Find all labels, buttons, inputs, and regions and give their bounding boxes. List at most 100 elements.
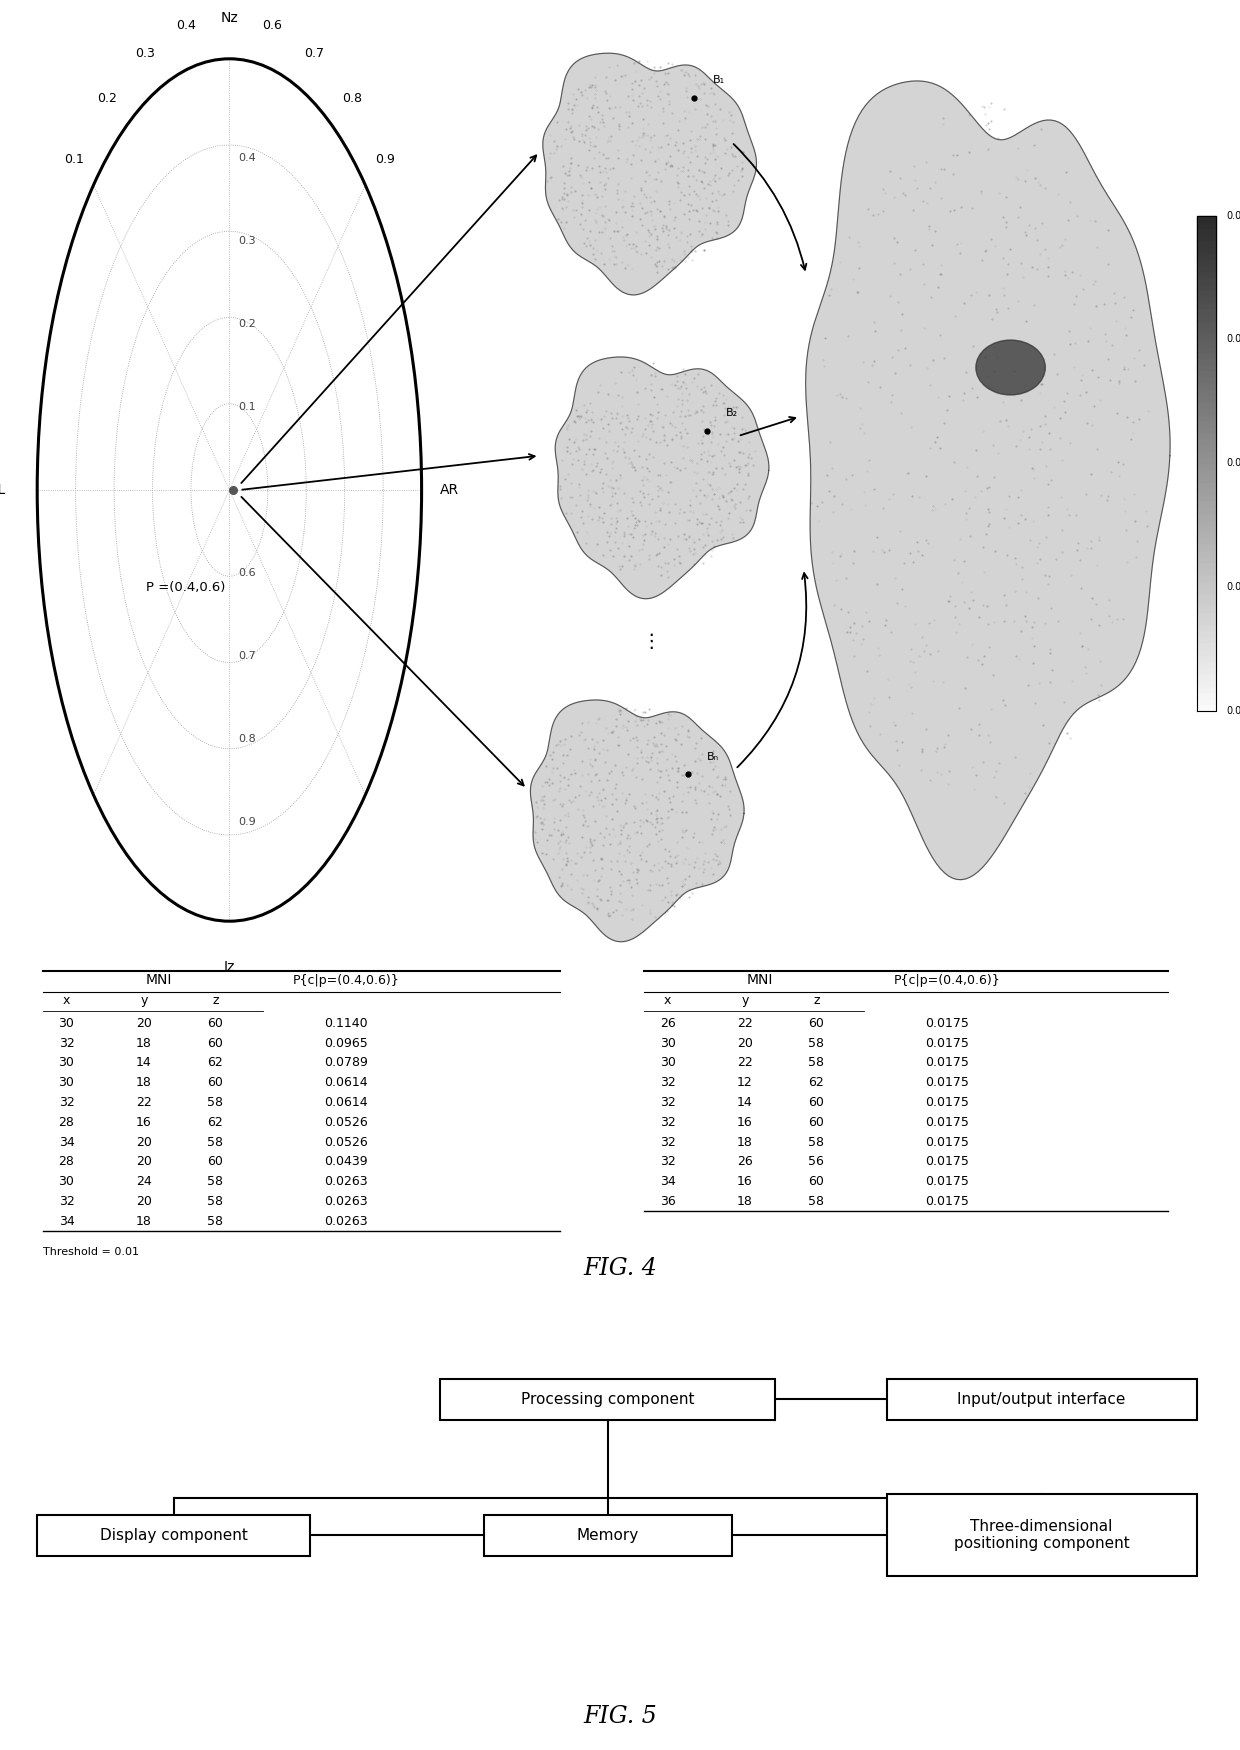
Text: B₁: B₁ bbox=[713, 75, 725, 86]
Text: 0.9: 0.9 bbox=[376, 152, 396, 166]
Text: 32: 32 bbox=[660, 1076, 676, 1088]
Text: z: z bbox=[212, 994, 218, 1006]
Text: 14: 14 bbox=[136, 1057, 151, 1069]
Text: FIG. 4: FIG. 4 bbox=[583, 1256, 657, 1279]
Text: 58: 58 bbox=[207, 1195, 223, 1207]
Text: y: y bbox=[140, 994, 148, 1006]
Bar bbox=[1197, 315, 1216, 320]
Bar bbox=[1197, 240, 1216, 247]
Text: 32: 32 bbox=[660, 1136, 676, 1148]
Bar bbox=[1197, 332, 1216, 340]
Text: 28: 28 bbox=[58, 1155, 74, 1169]
Bar bbox=[1197, 611, 1216, 618]
Text: 0.0175: 0.0175 bbox=[925, 1195, 970, 1207]
Text: 0.8: 0.8 bbox=[238, 733, 255, 744]
Bar bbox=[1197, 686, 1216, 691]
Bar bbox=[1197, 264, 1216, 271]
Text: 32: 32 bbox=[660, 1096, 676, 1110]
Bar bbox=[1197, 562, 1216, 569]
Text: 56: 56 bbox=[808, 1155, 825, 1169]
Text: 0.0175: 0.0175 bbox=[925, 1036, 970, 1050]
Bar bbox=[1197, 215, 1216, 222]
Text: 0.2: 0.2 bbox=[238, 318, 255, 329]
Bar bbox=[1197, 649, 1216, 654]
Text: Nz: Nz bbox=[221, 10, 238, 24]
Polygon shape bbox=[556, 357, 769, 598]
Text: 18: 18 bbox=[737, 1136, 753, 1148]
Text: 58: 58 bbox=[808, 1057, 825, 1069]
Bar bbox=[1197, 303, 1216, 308]
Text: 20: 20 bbox=[136, 1017, 151, 1029]
Bar bbox=[1197, 574, 1216, 581]
Text: 60: 60 bbox=[808, 1116, 825, 1129]
Text: y: y bbox=[742, 994, 749, 1006]
Bar bbox=[1197, 569, 1216, 574]
Bar bbox=[1197, 674, 1216, 679]
Bar bbox=[1197, 691, 1216, 698]
Text: x: x bbox=[63, 994, 71, 1006]
Text: 62: 62 bbox=[808, 1076, 825, 1088]
Text: P{c|p=(0.4,0.6)}: P{c|p=(0.4,0.6)} bbox=[293, 973, 399, 987]
Polygon shape bbox=[806, 80, 1171, 880]
Bar bbox=[1197, 290, 1216, 296]
Text: Bₙ: Bₙ bbox=[707, 751, 719, 761]
Text: 22: 22 bbox=[737, 1057, 753, 1069]
Text: 0.7: 0.7 bbox=[304, 47, 324, 60]
Bar bbox=[1197, 345, 1216, 352]
Bar bbox=[1197, 550, 1216, 556]
Text: 22: 22 bbox=[737, 1017, 753, 1029]
Bar bbox=[1197, 452, 1216, 457]
Bar bbox=[1197, 371, 1216, 376]
Text: P =(0.4,0.6): P =(0.4,0.6) bbox=[146, 581, 226, 595]
Bar bbox=[1197, 425, 1216, 432]
Bar bbox=[1197, 396, 1216, 401]
Text: 30: 30 bbox=[660, 1057, 676, 1069]
Text: 0.0175: 0.0175 bbox=[925, 1116, 970, 1129]
Bar bbox=[1197, 488, 1216, 493]
Bar bbox=[1197, 247, 1216, 252]
Bar bbox=[1197, 630, 1216, 637]
Bar bbox=[1197, 525, 1216, 530]
Text: 0.02: 0.02 bbox=[1226, 458, 1240, 467]
Bar bbox=[1197, 408, 1216, 413]
Text: 34: 34 bbox=[58, 1214, 74, 1228]
Bar bbox=[1197, 642, 1216, 649]
FancyBboxPatch shape bbox=[887, 1379, 1197, 1419]
Bar bbox=[1197, 606, 1216, 611]
Bar bbox=[1197, 662, 1216, 667]
Bar bbox=[1197, 625, 1216, 630]
Text: FIG. 5: FIG. 5 bbox=[583, 1704, 657, 1727]
Text: 30: 30 bbox=[58, 1174, 74, 1188]
Text: 20: 20 bbox=[136, 1195, 151, 1207]
Bar bbox=[1197, 234, 1216, 240]
Bar bbox=[1197, 667, 1216, 674]
Text: 0.1: 0.1 bbox=[63, 152, 83, 166]
Text: Processing component: Processing component bbox=[521, 1391, 694, 1407]
Text: 0.6: 0.6 bbox=[263, 19, 283, 32]
Bar bbox=[1197, 359, 1216, 364]
Text: Iz: Iz bbox=[223, 961, 236, 975]
Bar bbox=[1197, 518, 1216, 525]
Text: 0.0175: 0.0175 bbox=[925, 1174, 970, 1188]
Text: 58: 58 bbox=[207, 1214, 223, 1228]
Bar bbox=[1197, 493, 1216, 500]
Bar bbox=[1197, 271, 1216, 278]
Bar bbox=[1197, 481, 1216, 488]
Bar bbox=[1197, 654, 1216, 662]
Text: Three-dimensional
positioning component: Three-dimensional positioning component bbox=[954, 1519, 1130, 1550]
Text: ⋮: ⋮ bbox=[641, 632, 661, 651]
Text: 0.0263: 0.0263 bbox=[325, 1195, 368, 1207]
Text: 18: 18 bbox=[136, 1036, 151, 1050]
Text: 0.0614: 0.0614 bbox=[325, 1096, 368, 1110]
Text: 60: 60 bbox=[207, 1155, 223, 1169]
Text: Threshold = 0.01: Threshold = 0.01 bbox=[42, 1248, 139, 1258]
Text: 0.0175: 0.0175 bbox=[925, 1155, 970, 1169]
Text: 60: 60 bbox=[207, 1036, 223, 1050]
Text: 0.005: 0.005 bbox=[1226, 705, 1240, 716]
Text: Display component: Display component bbox=[99, 1528, 248, 1542]
Text: 0.0175: 0.0175 bbox=[925, 1096, 970, 1110]
Text: 58: 58 bbox=[808, 1136, 825, 1148]
Bar bbox=[1197, 513, 1216, 518]
Text: 30: 30 bbox=[58, 1076, 74, 1088]
Bar bbox=[1197, 537, 1216, 544]
